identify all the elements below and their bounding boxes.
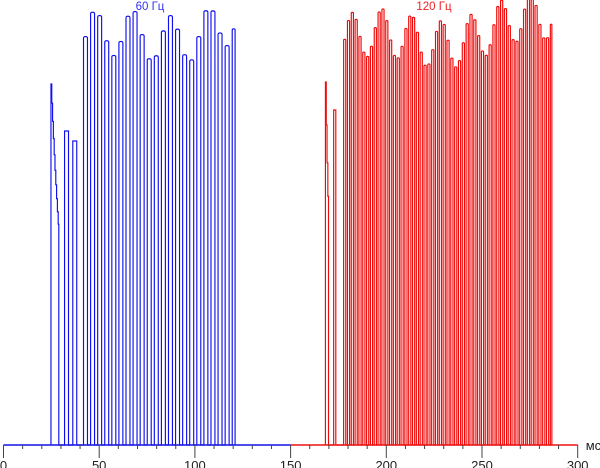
svg-text:100: 100 (184, 458, 206, 468)
svg-text:60 Гц: 60 Гц (136, 1, 165, 13)
svg-text:200: 200 (375, 458, 397, 468)
svg-text:мс: мс (586, 438, 600, 453)
svg-text:0: 0 (0, 458, 7, 468)
svg-text:300: 300 (567, 458, 589, 468)
svg-text:50: 50 (92, 458, 106, 468)
svg-text:150: 150 (280, 458, 302, 468)
svg-text:250: 250 (471, 458, 493, 468)
svg-text:120 Гц: 120 Гц (416, 1, 452, 13)
